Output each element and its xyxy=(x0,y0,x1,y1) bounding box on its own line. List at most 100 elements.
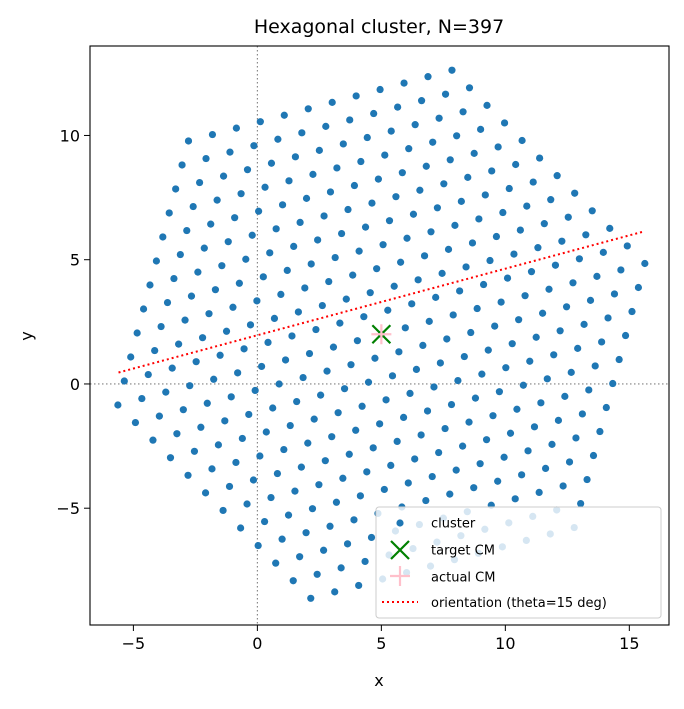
cluster-point xyxy=(266,249,274,257)
cluster-point xyxy=(390,282,398,290)
cluster-point xyxy=(289,577,297,585)
cluster-point xyxy=(465,418,473,426)
cluster-point xyxy=(409,210,418,218)
cluster-point xyxy=(392,193,400,201)
cluster-point xyxy=(226,148,234,156)
cluster-point xyxy=(484,346,492,354)
cluster-point xyxy=(494,143,502,151)
cluster-point xyxy=(513,405,521,413)
cluster-point xyxy=(170,274,178,283)
cluster-point xyxy=(540,220,548,228)
cluster-point xyxy=(245,410,253,419)
cluster-point xyxy=(184,471,192,479)
cluster-point xyxy=(444,245,453,253)
legend-target-swatch-b xyxy=(390,540,410,560)
cluster-point xyxy=(393,437,401,446)
cluster-point xyxy=(342,295,350,303)
cluster-point xyxy=(406,389,414,397)
cluster-point xyxy=(326,522,334,530)
cluster-point xyxy=(577,499,585,508)
cluster-point xyxy=(286,421,294,430)
orientation-line-group xyxy=(118,230,645,374)
cluster-point xyxy=(352,92,360,100)
cluster-point xyxy=(464,173,472,181)
cluster-point xyxy=(593,272,601,280)
cluster-point xyxy=(329,343,338,351)
cluster-point xyxy=(554,416,563,424)
cluster-point xyxy=(545,285,553,293)
cluster-point xyxy=(194,268,202,276)
cluster-point xyxy=(508,340,516,348)
cluster-point xyxy=(366,289,374,297)
cluster-point xyxy=(408,300,416,308)
cluster-point xyxy=(547,196,555,204)
cluster-point xyxy=(347,361,355,369)
cluster-point xyxy=(414,276,422,284)
cluster-point xyxy=(364,378,373,386)
cluster-point xyxy=(561,392,569,400)
cluster-point xyxy=(353,337,362,345)
legend-orientation-label: orientation (theta=15 deg) xyxy=(431,596,607,611)
cluster-point xyxy=(516,226,524,234)
cluster-point xyxy=(261,183,269,191)
cluster-point xyxy=(477,125,485,133)
cluster-point xyxy=(227,393,235,401)
cluster-point xyxy=(617,266,625,274)
cluster-points xyxy=(114,66,649,602)
cluster-point xyxy=(256,118,264,126)
cluster-point xyxy=(548,440,556,448)
cluster-point xyxy=(333,164,341,172)
cluster-point xyxy=(313,570,321,578)
cluster-point xyxy=(243,166,252,174)
cluster-point xyxy=(628,307,636,316)
cluster-point xyxy=(334,409,342,417)
legend-actual-label: actual CM xyxy=(431,571,495,586)
legend-target-label: target CM xyxy=(431,544,495,559)
cluster-point xyxy=(609,379,617,388)
cluster-point xyxy=(433,204,441,212)
cluster-point xyxy=(307,594,315,602)
legend-box xyxy=(375,506,662,619)
cluster-point xyxy=(260,517,269,526)
cluster-point xyxy=(451,221,459,229)
cluster-point xyxy=(198,334,207,342)
cluster-point xyxy=(155,412,163,420)
cluster-point xyxy=(580,320,588,328)
cluster-point xyxy=(205,310,213,318)
cluster-point xyxy=(232,458,240,467)
cluster-point xyxy=(599,248,607,256)
cluster-point xyxy=(518,471,526,479)
cluster-point xyxy=(478,370,486,378)
cluster-point xyxy=(166,454,175,462)
cluster-point xyxy=(425,317,433,325)
cluster-point xyxy=(181,316,189,324)
cluster-point xyxy=(541,464,550,472)
cluster-point xyxy=(234,369,242,377)
cluster-point xyxy=(417,97,426,105)
cluster-point xyxy=(368,199,376,207)
cluster-point xyxy=(488,167,496,175)
cluster-point xyxy=(283,266,291,274)
cluster-point xyxy=(641,259,649,268)
cluster-point xyxy=(395,348,403,356)
cluster-point xyxy=(184,137,193,145)
cluster-point xyxy=(436,359,444,367)
cluster-point xyxy=(293,397,301,406)
cluster-point xyxy=(291,153,300,161)
cluster-point xyxy=(394,103,402,111)
cluster-point xyxy=(401,324,409,332)
cluster-point xyxy=(242,255,250,263)
cluster-point xyxy=(186,382,194,390)
cluster-point xyxy=(214,441,222,449)
cluster-point xyxy=(404,479,412,487)
cluster-point xyxy=(165,209,173,217)
cluster-point xyxy=(495,388,503,396)
cluster-point xyxy=(196,178,204,187)
cluster-point xyxy=(355,581,363,590)
cluster-point xyxy=(454,376,462,385)
cluster-point xyxy=(189,202,197,211)
cluster-point xyxy=(511,495,519,503)
cluster-point xyxy=(190,447,199,455)
cluster-point xyxy=(272,559,280,567)
